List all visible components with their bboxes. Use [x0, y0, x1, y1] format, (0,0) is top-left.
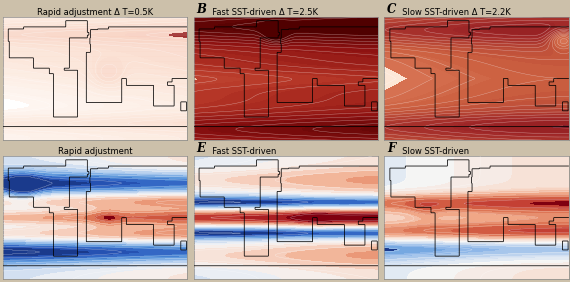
Text: C: C [387, 3, 397, 16]
Text: Slow SST-driven Δ T=2.2K: Slow SST-driven Δ T=2.2K [397, 8, 511, 17]
Text: Fast SST-driven Δ T=2.5K: Fast SST-driven Δ T=2.5K [206, 8, 317, 17]
Title: Rapid adjustment Δ T=0.5K: Rapid adjustment Δ T=0.5K [37, 8, 153, 17]
Text: Fast SST-driven: Fast SST-driven [206, 147, 276, 156]
Text: F: F [387, 142, 396, 155]
Title: Rapid adjustment: Rapid adjustment [58, 147, 132, 156]
Text: B: B [197, 3, 206, 16]
Text: Slow SST-driven: Slow SST-driven [397, 147, 470, 156]
Text: E: E [197, 142, 205, 155]
